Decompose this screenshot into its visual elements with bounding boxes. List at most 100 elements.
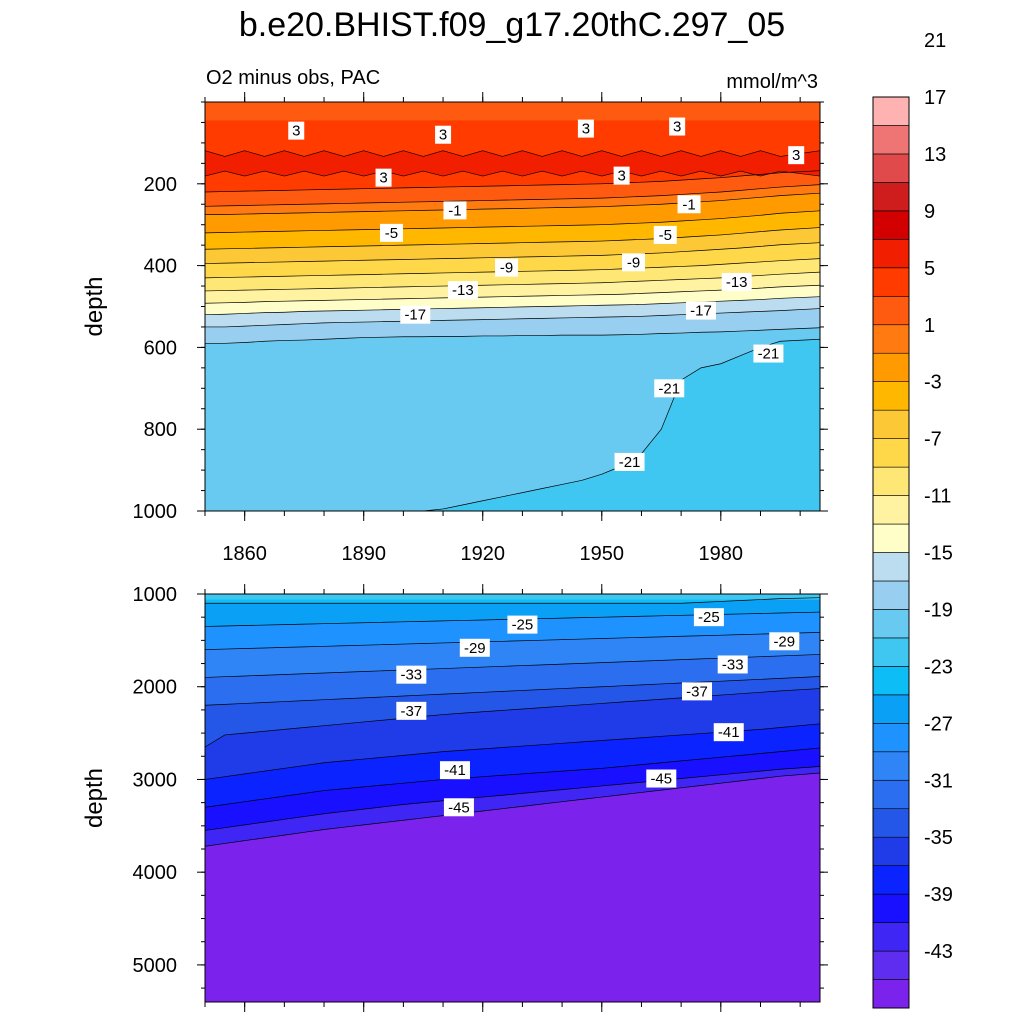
contour-line-1: [205, 184, 820, 207]
contour-line-3: [205, 170, 820, 193]
x-tick-label: 1860: [222, 543, 267, 565]
contour-line--43: [205, 772, 820, 847]
contour-label-box: [288, 121, 305, 140]
contour-label-box: [447, 281, 478, 300]
chart-subtitle: O2 minus obs, PAC: [206, 67, 380, 89]
contour-line--3: [205, 210, 820, 234]
colorbar-tick-label: -11: [924, 486, 951, 508]
contour-label-box: [769, 632, 800, 651]
colorbar-tick-label: -15: [924, 543, 953, 565]
contour-label: -41: [444, 762, 466, 779]
colorbar-box: [872, 580, 910, 610]
contour-label: -21: [758, 346, 780, 363]
colorbar-box: [872, 381, 910, 411]
colorbar-tick-label: -43: [924, 941, 953, 963]
contour-label-box: [443, 201, 467, 220]
colorbar-box: [872, 609, 910, 639]
colorbar-box: [872, 950, 910, 980]
contour-label-box: [435, 125, 452, 144]
colorbar-box: [872, 552, 910, 582]
y-tick-label: 1000: [133, 501, 178, 523]
y-tick-label: 3000: [133, 769, 178, 791]
contour-line--37: [205, 723, 820, 780]
contour-label-box: [788, 146, 805, 165]
y-tick-label: 800: [144, 419, 177, 441]
surface-fill: [205, 102, 820, 121]
plot-area: -25 -25 -29 -29 -33 -33 -37 -37 -41 -41 -45 -45: [205, 594, 820, 1002]
contour-label-box: [439, 761, 470, 780]
colorbar-box: [872, 267, 910, 297]
colorbar-tick-label: 1: [924, 315, 935, 337]
y-tick-label: 600: [144, 337, 177, 359]
contour-label: -45: [650, 771, 672, 788]
units-label: mmol/m^3: [726, 71, 818, 93]
contour-label: 3: [439, 127, 447, 144]
y-tick-label: 4000: [133, 862, 178, 884]
contour-label-box: [677, 195, 701, 214]
contour-line--31: [205, 654, 820, 678]
contour-label: -33: [400, 667, 422, 684]
core-fill: [205, 150, 820, 177]
contour-label: -17: [404, 307, 426, 324]
colorbar-box: [872, 865, 910, 895]
contour-label-box: [717, 655, 748, 674]
contour-label: -29: [773, 633, 795, 650]
colorbar-box: [872, 893, 910, 923]
y-tick-label: 1000: [133, 584, 178, 606]
contour-label: 3: [379, 170, 387, 187]
contour-label-box: [577, 119, 594, 138]
contour-label-box: [443, 798, 474, 817]
y-tick-label: 5000: [133, 955, 178, 977]
colorbar-box: [872, 324, 910, 354]
colorbar-box: [872, 751, 910, 781]
colorbar-box: [872, 723, 910, 753]
x-tick-label: 1950: [580, 543, 625, 565]
colorbar-tick-label: -19: [924, 599, 953, 621]
contour-label: -37: [400, 703, 422, 720]
colorbar-tick-label: -3: [924, 372, 942, 394]
y-tick-label: 2000: [133, 677, 178, 699]
contour-label-box: [396, 665, 427, 684]
contour-label: -9: [627, 254, 640, 271]
contour-label-box: [646, 769, 677, 788]
contour-label: -33: [722, 656, 744, 673]
colorbar-frame: [872, 96, 910, 1009]
colorbar-tick-label: -7: [924, 429, 942, 451]
contour-label: 3: [617, 168, 625, 185]
contour-label: -1: [682, 196, 695, 213]
contour-label: -21: [619, 454, 641, 471]
colorbar-box: [872, 836, 910, 866]
colorbar-box: [872, 694, 910, 724]
contour-label-box: [654, 379, 685, 398]
x-tick-label: 1920: [460, 543, 505, 565]
top-fill: [205, 594, 820, 600]
contour-label: 3: [792, 147, 800, 164]
colorbar-tick-label: -35: [924, 827, 953, 849]
chart-title: b.e20.BHIST.f09_g17.20thC.297_05: [239, 6, 785, 44]
contour-label: -37: [686, 683, 708, 700]
contour-label-box: [459, 638, 490, 657]
contour-label-box: [396, 701, 427, 720]
contour-label: -5: [385, 225, 398, 242]
x-tick-label: 1980: [699, 543, 744, 565]
contour-label: 3: [292, 123, 300, 140]
colorbar-box: [872, 352, 910, 382]
contour-label-box: [713, 723, 744, 742]
colorbar-box: [872, 637, 910, 667]
contour-label-box: [622, 253, 646, 272]
contour-label-box: [669, 117, 686, 136]
colorbar-box: [872, 523, 910, 553]
contour-label-box: [614, 452, 645, 471]
y-axis-label: depth: [81, 276, 108, 336]
colorbar-box: [872, 666, 910, 696]
colorbar-tick-label: 17: [924, 87, 946, 109]
colorbar-box: [872, 779, 910, 810]
contour-label-box: [721, 272, 752, 291]
colorbar-box: [872, 210, 910, 240]
contour-label-box: [400, 305, 431, 324]
contour-line--39: [205, 747, 820, 808]
colorbar-box: [872, 295, 910, 326]
colorbar: -43-39-35-31-27-23-19-15-11-7-3159131721…: [872, 30, 953, 1009]
contour-label-box: [693, 608, 724, 627]
